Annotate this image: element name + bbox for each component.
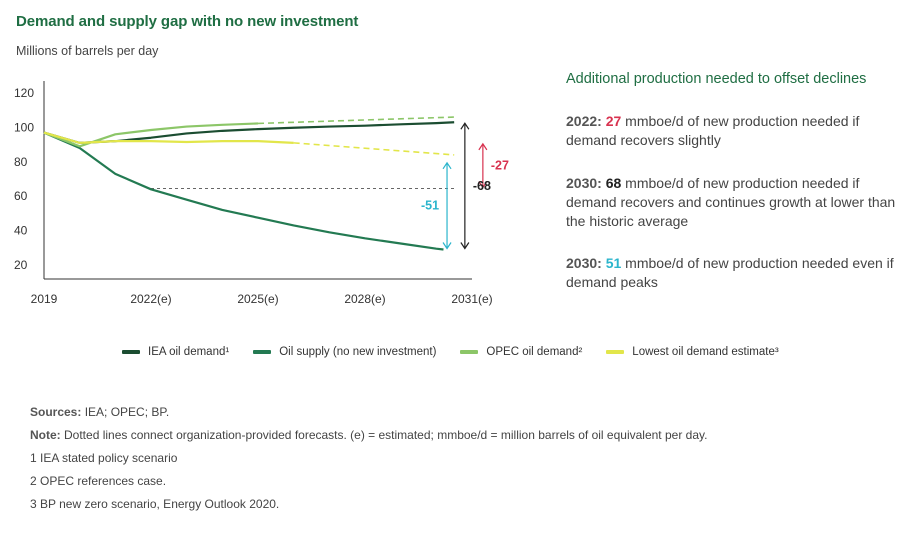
gap-arrow-head-bottom	[442, 242, 452, 250]
sources-text: IEA; OPEC; BP.	[81, 405, 170, 419]
note-label: Note:	[30, 428, 61, 442]
gap-arrow-label: -51	[421, 199, 439, 213]
x-tick-label: 2028(e)	[344, 292, 385, 306]
legend-item-iea: IEA oil demand¹	[122, 346, 229, 358]
y-tick-label: 20	[14, 258, 28, 272]
gap-arrow-head-bottom	[460, 242, 470, 250]
legend-label: Lowest oil demand estimate³	[632, 346, 779, 358]
note-value: 27	[605, 113, 622, 129]
series-forecast-opec	[257, 116, 455, 125]
x-tick-label: 2019	[31, 292, 58, 306]
y-tick-label: 120	[14, 86, 34, 100]
note-line: Note: Dotted lines connect organization-…	[30, 427, 707, 450]
sources-label: Sources:	[30, 405, 82, 419]
legend-swatch	[253, 350, 272, 354]
chart-title: Demand and supply gap with no new invest…	[16, 13, 359, 30]
y-tick-label: 100	[14, 120, 34, 134]
legend-item-opec: OPEC oil demand²	[460, 346, 582, 358]
side-panel-heading: Additional production needed to offset d…	[566, 71, 867, 87]
footnote-2: 2 OPEC references case.	[30, 474, 167, 488]
note-year: 2030:	[566, 175, 602, 191]
series-line-lowest	[43, 131, 294, 144]
x-tick-label: 2031(e)	[451, 292, 492, 306]
gap-arrow-head-top	[442, 161, 452, 170]
note-year: 2022:	[566, 113, 602, 129]
sources-block: Sources: IEA; OPEC; BP. Note: Dotted lin…	[30, 404, 707, 519]
note-2030-growth: 2030: 68 mmboe/d of new production neede…	[566, 174, 896, 231]
sources-line: Sources: IEA; OPEC; BP.	[30, 404, 707, 427]
note-text: Dotted lines connect organization-provid…	[60, 428, 708, 442]
note-2022-recovery: 2022: 27 mmboe/d of new production neede…	[566, 112, 896, 150]
legend-label: OPEC oil demand²	[486, 346, 583, 358]
note-text: mmboe/d of new production needed even if…	[566, 255, 894, 290]
y-tick-label: 80	[14, 155, 28, 169]
series-line-supply	[43, 131, 444, 251]
gap-arrow-label: -27	[491, 159, 509, 173]
legend-item-lowest: Lowest oil demand estimate³	[606, 346, 779, 358]
gap-arrow-head-bottom	[478, 181, 488, 189]
note-text: mmboe/d of new production needed if dema…	[566, 113, 860, 148]
y-axis-unit-label: Millions of barrels per day	[16, 44, 159, 58]
chart-legend: IEA oil demand¹ Oil supply (no new inves…	[122, 346, 803, 358]
note-value: 51	[605, 255, 622, 271]
x-tick-label: 2022(e)	[130, 292, 171, 306]
line-chart: 20 40 60 80 100 120 2019 2022(e) 2025(e) 2028(e) 2…	[14, 81, 509, 306]
legend-swatch	[606, 350, 625, 354]
legend-item-supply: Oil supply (no new investment)	[253, 346, 436, 358]
series-line-iea	[43, 121, 455, 144]
legend-label: IEA oil demand¹	[148, 346, 230, 358]
footnote-1: 1 IEA stated policy scenario	[30, 451, 178, 465]
note-value: 68	[605, 175, 622, 191]
legend-swatch	[460, 350, 479, 354]
gap-arrow-head-top	[460, 122, 470, 130]
legend-swatch	[122, 350, 140, 354]
series-line-opec	[43, 122, 259, 148]
gap-arrow-label: -68	[473, 179, 491, 193]
series-forecast-lowest	[293, 142, 455, 156]
note-text: mmboe/d of new production needed if dema…	[566, 175, 896, 229]
x-tick-label: 2025(e)	[237, 292, 278, 306]
footnote-3: 3 BP new zero scenario, Energy Outlook 2…	[30, 497, 280, 511]
note-2030-peak: 2030: 51 mmboe/d of new production neede…	[566, 254, 896, 292]
note-year: 2030:	[566, 255, 602, 271]
legend-label: Oil supply (no new investment)	[279, 346, 437, 358]
y-tick-label: 60	[14, 189, 28, 203]
gap-arrow-head-top	[478, 142, 488, 151]
y-tick-label: 40	[14, 224, 28, 238]
